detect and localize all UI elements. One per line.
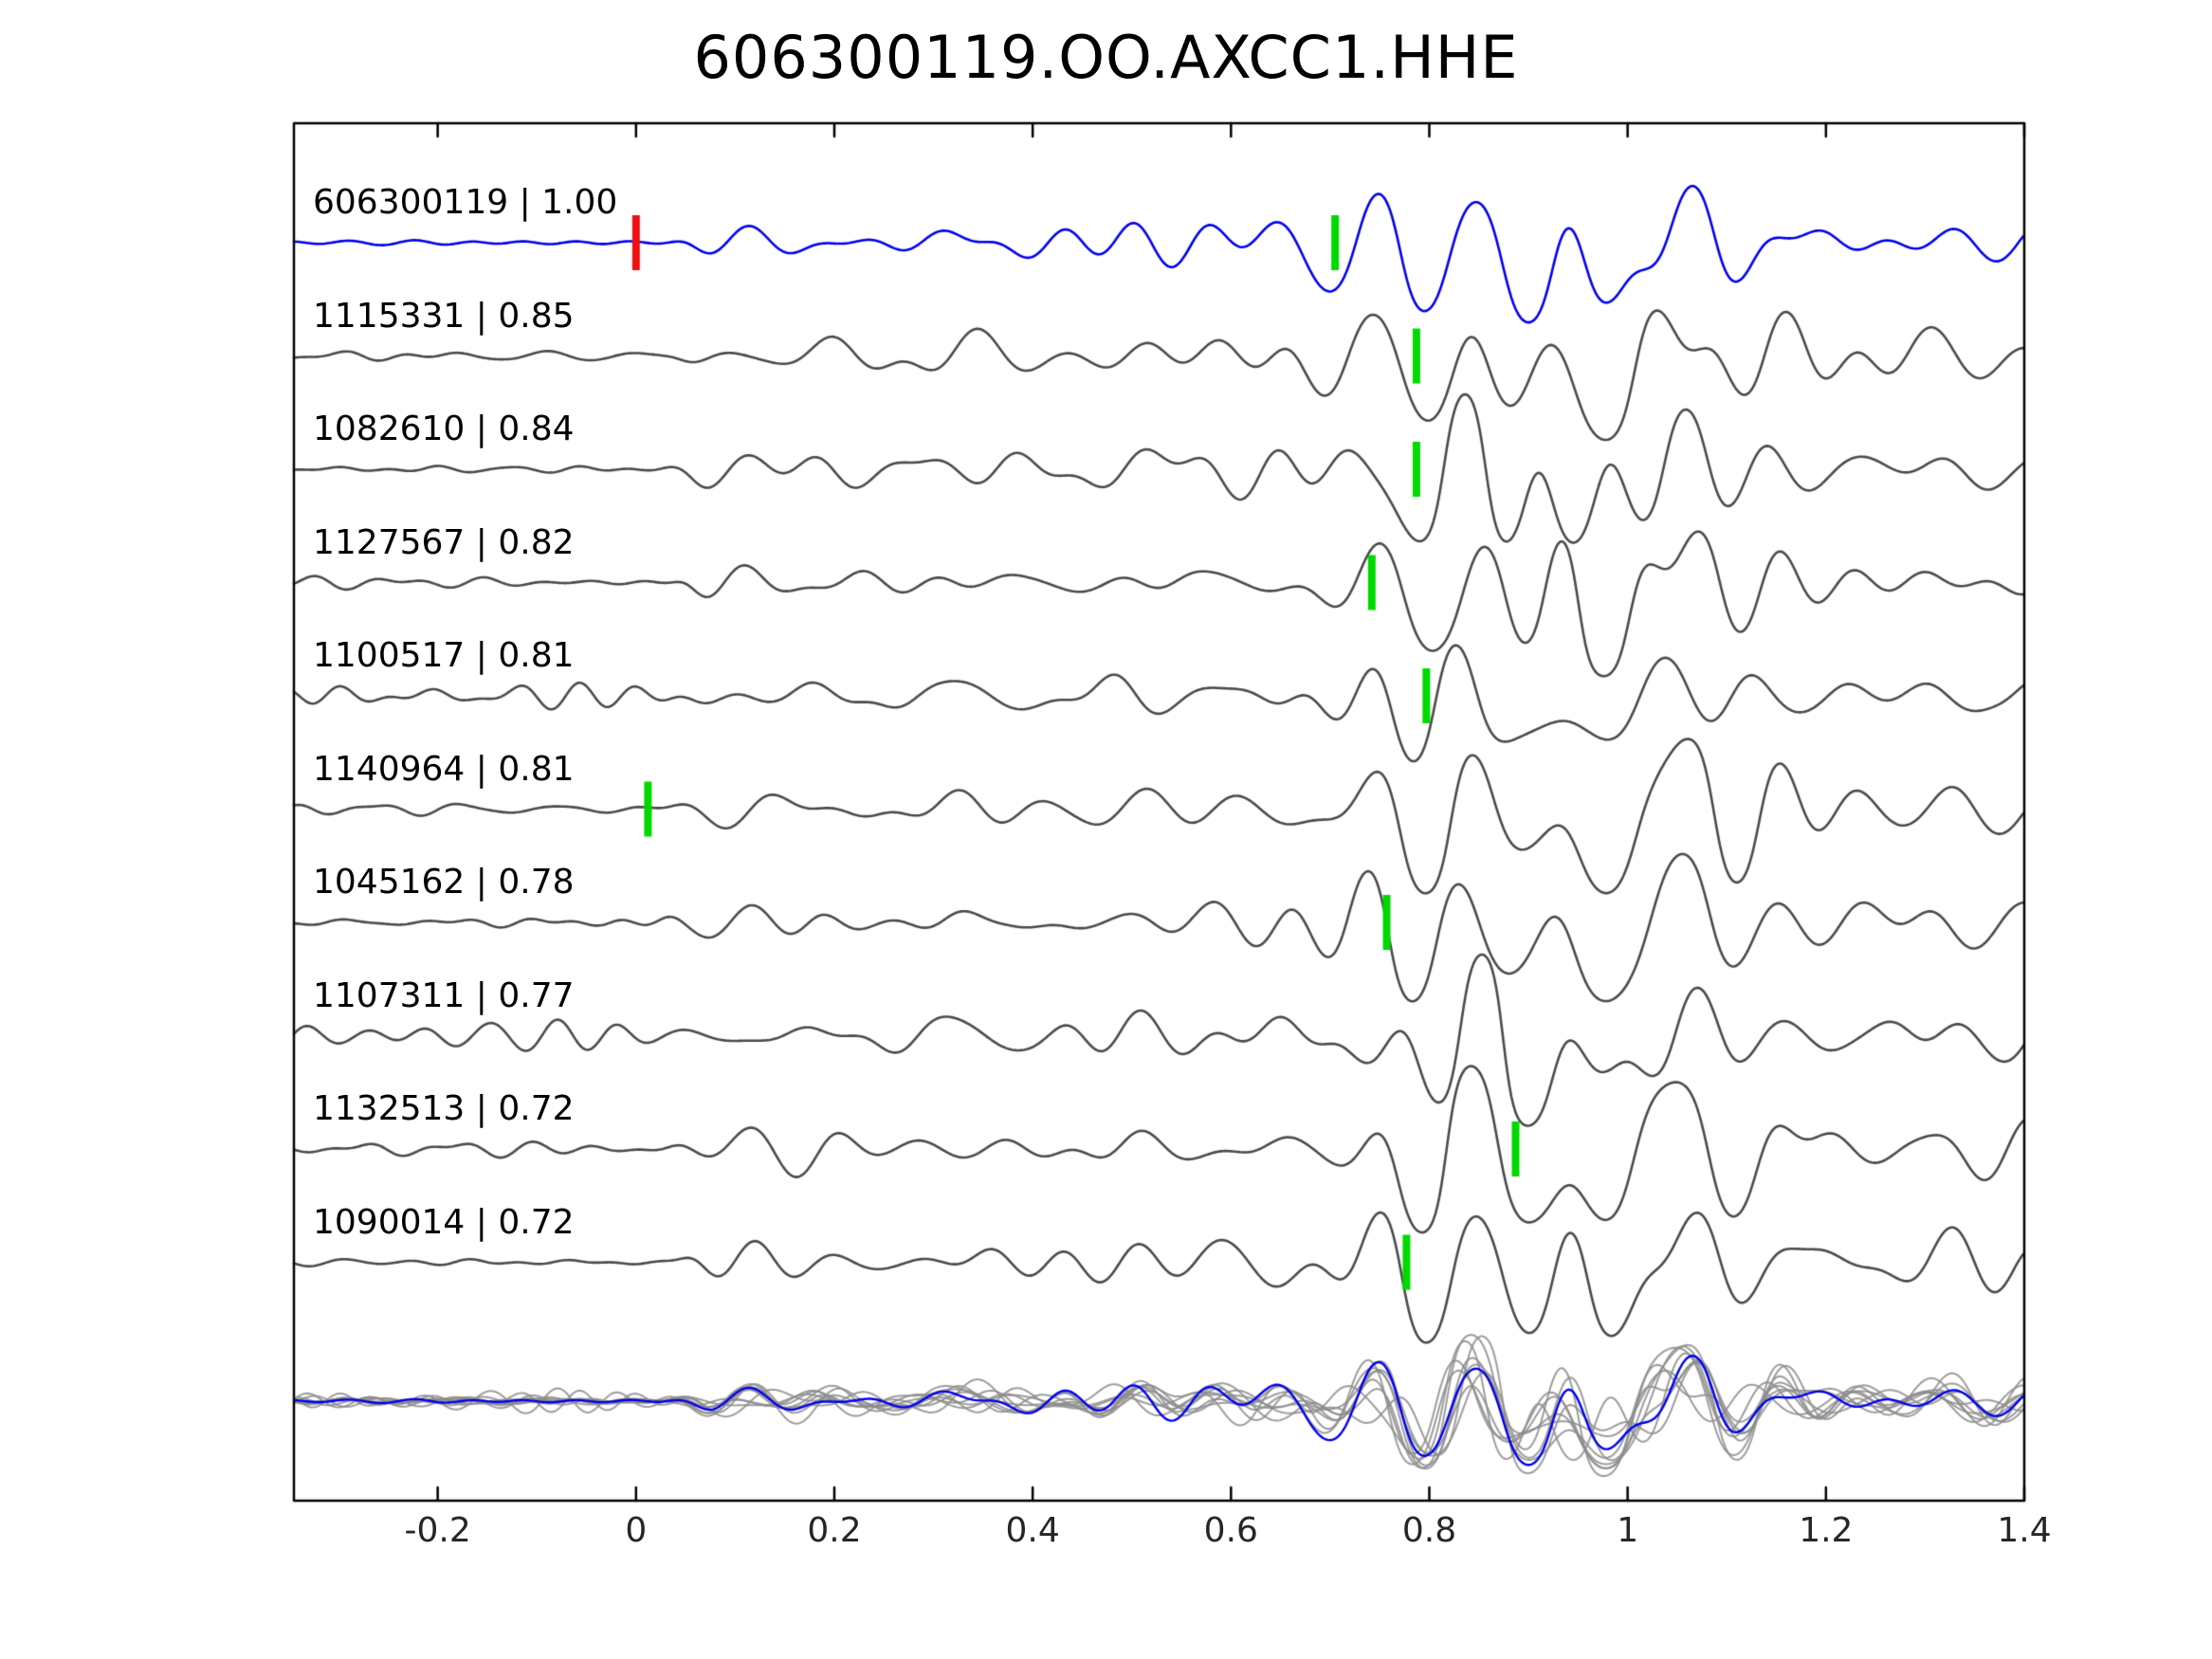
x-tick-label: 0 [625, 1511, 648, 1550]
x-tick-label: 0.4 [1005, 1511, 1060, 1550]
trace-label: 1132513 | 0.72 [313, 1089, 575, 1128]
x-tick-label: 1 [1617, 1511, 1639, 1550]
x-tick-label: -0.2 [404, 1511, 471, 1550]
trace-label: 1090014 | 0.72 [313, 1202, 575, 1242]
trace-label: 1127567 | 0.82 [313, 522, 575, 562]
trace-label: 1115331 | 0.85 [313, 296, 575, 336]
trace-label: 1107311 | 0.77 [313, 975, 575, 1015]
trace-label: 1045162 | 0.78 [313, 863, 575, 902]
x-tick-label: 1.4 [1997, 1511, 2052, 1550]
trace-label: 1082610 | 0.84 [313, 410, 575, 448]
x-tick-label: 0.8 [1401, 1511, 1457, 1550]
x-tick-label: 0.2 [807, 1511, 862, 1550]
trace-label: 1140964 | 0.81 [313, 749, 575, 789]
x-tick-label: 0.6 [1203, 1511, 1258, 1550]
trace-label: 606300119 | 1.00 [313, 183, 618, 222]
x-tick-label: 1.2 [1799, 1511, 1854, 1550]
trace-label: 1100517 | 0.81 [313, 636, 575, 675]
